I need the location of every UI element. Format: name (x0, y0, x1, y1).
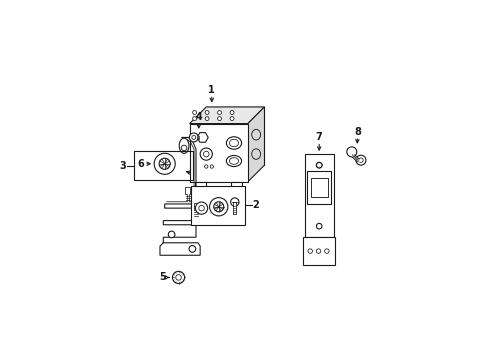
Circle shape (230, 111, 233, 114)
Polygon shape (247, 107, 264, 182)
Circle shape (217, 117, 221, 121)
Text: 4: 4 (195, 112, 202, 122)
Circle shape (316, 249, 320, 253)
Bar (231, 182, 242, 189)
Circle shape (213, 202, 224, 212)
Circle shape (316, 223, 321, 229)
Bar (189, 123, 247, 182)
Circle shape (209, 198, 227, 216)
Bar (193, 203, 198, 210)
Ellipse shape (251, 129, 260, 140)
Circle shape (172, 271, 184, 284)
Circle shape (203, 151, 208, 157)
Circle shape (168, 231, 175, 238)
Bar (206, 107, 264, 165)
Bar (133, 151, 193, 180)
Bar (233, 202, 236, 214)
Circle shape (204, 165, 207, 168)
Ellipse shape (229, 139, 238, 147)
Text: 2: 2 (252, 201, 259, 210)
Circle shape (192, 111, 196, 114)
Text: 5: 5 (159, 273, 165, 283)
Circle shape (324, 249, 328, 253)
Text: 8: 8 (353, 127, 360, 138)
Circle shape (200, 148, 212, 160)
Circle shape (189, 246, 195, 252)
Bar (195, 182, 206, 189)
Text: 7: 7 (315, 132, 322, 143)
Bar (310, 177, 327, 197)
Circle shape (217, 111, 221, 114)
Bar (303, 237, 334, 265)
Circle shape (355, 155, 365, 165)
Circle shape (159, 158, 170, 169)
Circle shape (181, 145, 186, 151)
Circle shape (205, 117, 208, 121)
Bar (185, 187, 189, 194)
Circle shape (230, 198, 239, 206)
Ellipse shape (226, 137, 241, 149)
Ellipse shape (226, 156, 241, 167)
Circle shape (192, 117, 196, 121)
Ellipse shape (179, 138, 188, 153)
Bar (304, 154, 333, 237)
Circle shape (230, 117, 233, 121)
Circle shape (189, 133, 198, 142)
Circle shape (210, 165, 213, 168)
Circle shape (154, 153, 175, 174)
Text: 1: 1 (208, 85, 215, 95)
Ellipse shape (229, 158, 238, 164)
Circle shape (195, 202, 207, 214)
Bar (307, 171, 330, 204)
Circle shape (205, 111, 208, 114)
Circle shape (316, 162, 321, 168)
Circle shape (198, 205, 204, 211)
Text: 3: 3 (120, 161, 126, 171)
Text: 6: 6 (137, 159, 144, 169)
Circle shape (175, 275, 181, 280)
Circle shape (316, 162, 321, 168)
Circle shape (346, 147, 356, 157)
Circle shape (191, 135, 195, 139)
Polygon shape (189, 107, 264, 123)
Ellipse shape (251, 149, 260, 159)
Bar (191, 186, 244, 225)
Circle shape (307, 249, 312, 253)
Circle shape (358, 158, 363, 162)
